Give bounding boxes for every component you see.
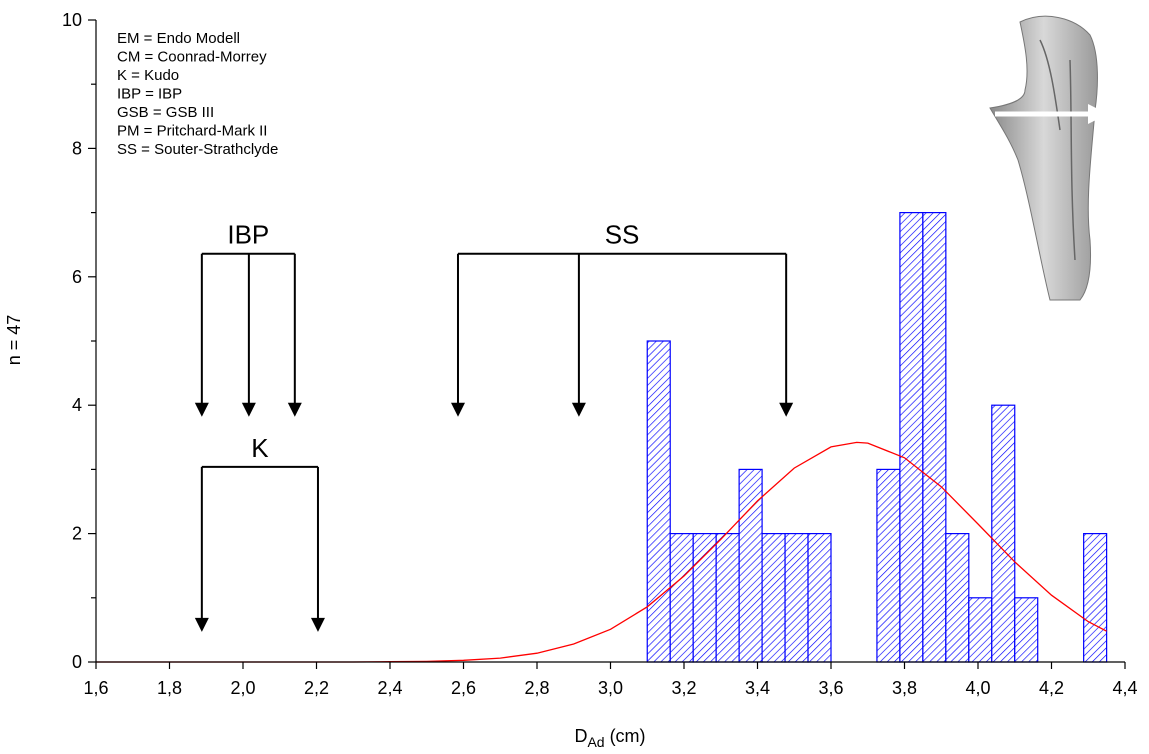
histogram-bar — [922, 212, 947, 663]
histogram-bar — [991, 404, 1016, 663]
histogram-bar — [784, 532, 809, 663]
histogram-bar — [692, 532, 717, 663]
x-tick-label: 1,8 — [157, 678, 182, 698]
x-tick-label: 4,4 — [1112, 678, 1137, 698]
legend-text: IBP = IBP — [117, 86, 182, 103]
y-tick-label: 10 — [62, 10, 82, 30]
x-tick-label: 1,6 — [83, 678, 108, 698]
histogram-bar — [899, 212, 924, 663]
histogram-bar — [715, 532, 740, 663]
bracket-arrow-head — [287, 402, 302, 417]
bracket-arrow-head — [571, 402, 586, 417]
histogram-bar — [646, 340, 671, 663]
x-tick-label: 2,6 — [451, 678, 476, 698]
y-axis-label: n = 47 — [4, 315, 24, 366]
y-tick-label: 8 — [72, 138, 82, 158]
x-label-unit: (cm) — [610, 726, 646, 746]
histogram-bar — [968, 597, 993, 663]
bracket-arrow-head — [194, 617, 209, 632]
x-tick-label: 3,4 — [745, 678, 770, 698]
y-tick-label: 6 — [72, 267, 82, 287]
bracket-label: K — [251, 433, 269, 463]
histogram-bar — [876, 468, 901, 663]
bracket-arrow-head — [241, 402, 256, 417]
x-tick-label: 4,0 — [965, 678, 990, 698]
x-tick-label: 2,8 — [524, 678, 549, 698]
x-label-sub: Ad — [587, 734, 604, 750]
bracket-arrow-head — [779, 402, 794, 417]
x-tick-label: 3,2 — [671, 678, 696, 698]
histogram-bar — [807, 532, 832, 663]
x-tick-label: 3,6 — [818, 678, 843, 698]
x-axis-label: DAd (cm) — [574, 726, 645, 750]
bracket-label: IBP — [227, 220, 269, 250]
x-tick-label: 2,2 — [304, 678, 329, 698]
histogram-bar — [669, 532, 694, 663]
bracket-label: SS — [605, 220, 640, 250]
histogram-bar — [738, 468, 763, 663]
x-tick-label: 3,0 — [598, 678, 623, 698]
bracket-arrow-head — [194, 402, 209, 417]
histogram-bar — [1083, 532, 1108, 663]
histogram-bar — [1014, 597, 1039, 663]
legend-text: SS = Souter-Strathclyde — [117, 141, 278, 158]
x-tick-label: 2,4 — [377, 678, 402, 698]
histogram-bar — [945, 532, 970, 663]
y-tick-label: 4 — [72, 395, 82, 415]
histogram-bar — [761, 532, 786, 663]
bracket-arrow-head — [450, 402, 465, 417]
legend-text: GSB = GSB III — [117, 104, 214, 121]
x-tick-label: 4,2 — [1039, 678, 1064, 698]
y-tick-label: 0 — [72, 652, 82, 672]
bone-illustration — [989, 15, 1108, 301]
legend-text: K = Kudo — [117, 67, 179, 84]
bracket-arrow-head — [310, 617, 325, 632]
x-tick-label: 3,8 — [892, 678, 917, 698]
legend-text: CM = Coonrad-Morrey — [117, 49, 267, 66]
legend-text: EM = Endo Modell — [117, 30, 240, 47]
x-tick-label: 2,0 — [230, 678, 255, 698]
legend-text: PM = Pritchard-Mark II — [117, 123, 267, 140]
y-tick-label: 2 — [72, 524, 82, 544]
x-label-main: D — [574, 726, 587, 746]
